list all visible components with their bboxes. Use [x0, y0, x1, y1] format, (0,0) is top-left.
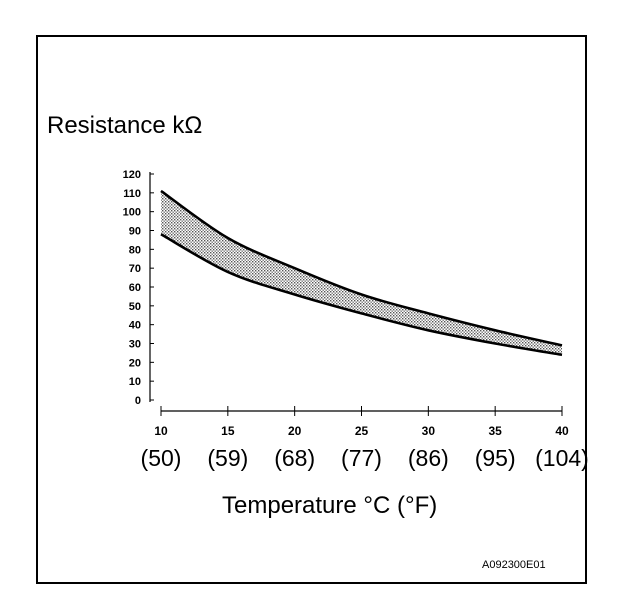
y-tick-label: 90: [129, 226, 141, 238]
x-tick-label-fahrenheit: (59): [207, 445, 248, 471]
y-tick-label: 10: [129, 376, 141, 388]
y-tick-label: 40: [129, 320, 141, 332]
figure-code: A092300E01: [482, 559, 546, 571]
x-tick-label-fahrenheit: (50): [141, 445, 182, 471]
y-tick-label: 120: [123, 169, 141, 181]
upper-limit-curve: [160, 189, 563, 347]
x-axis-label: Temperature °C (°F): [222, 492, 438, 519]
y-tick-label: 60: [129, 282, 141, 294]
y-tick-label: 30: [129, 339, 141, 351]
x-tick-label: 15: [221, 424, 235, 438]
x-tick-label-fahrenheit: (95): [475, 445, 516, 471]
x-tick-label-fahrenheit: (77): [341, 445, 382, 471]
x-tick-label: 40: [555, 424, 569, 438]
y-tick-label: 110: [123, 188, 141, 200]
x-tick-label-fahrenheit: (104): [535, 445, 589, 471]
x-tick-label-fahrenheit: (68): [274, 445, 315, 471]
y-axis-label: Resistance kΩ: [47, 112, 203, 139]
x-tick-label: 35: [488, 424, 502, 438]
tolerance-band: [161, 190, 562, 355]
figure-frame: [36, 35, 587, 584]
x-tick-label: 20: [288, 424, 302, 438]
x-tick-label-fahrenheit: (86): [408, 445, 449, 471]
x-tick-label: 25: [355, 424, 369, 438]
y-tick-label: 50: [129, 301, 141, 313]
y-tick-label: 0: [135, 395, 141, 407]
y-tick-label: 80: [129, 244, 141, 256]
lower-limit-curve: [160, 233, 563, 357]
y-tick-label: 20: [129, 357, 141, 369]
x-tick-label: 10: [154, 424, 168, 438]
x-tick-label: 30: [422, 424, 436, 438]
y-tick-label: 70: [129, 263, 141, 275]
y-tick-label: 100: [123, 207, 141, 219]
